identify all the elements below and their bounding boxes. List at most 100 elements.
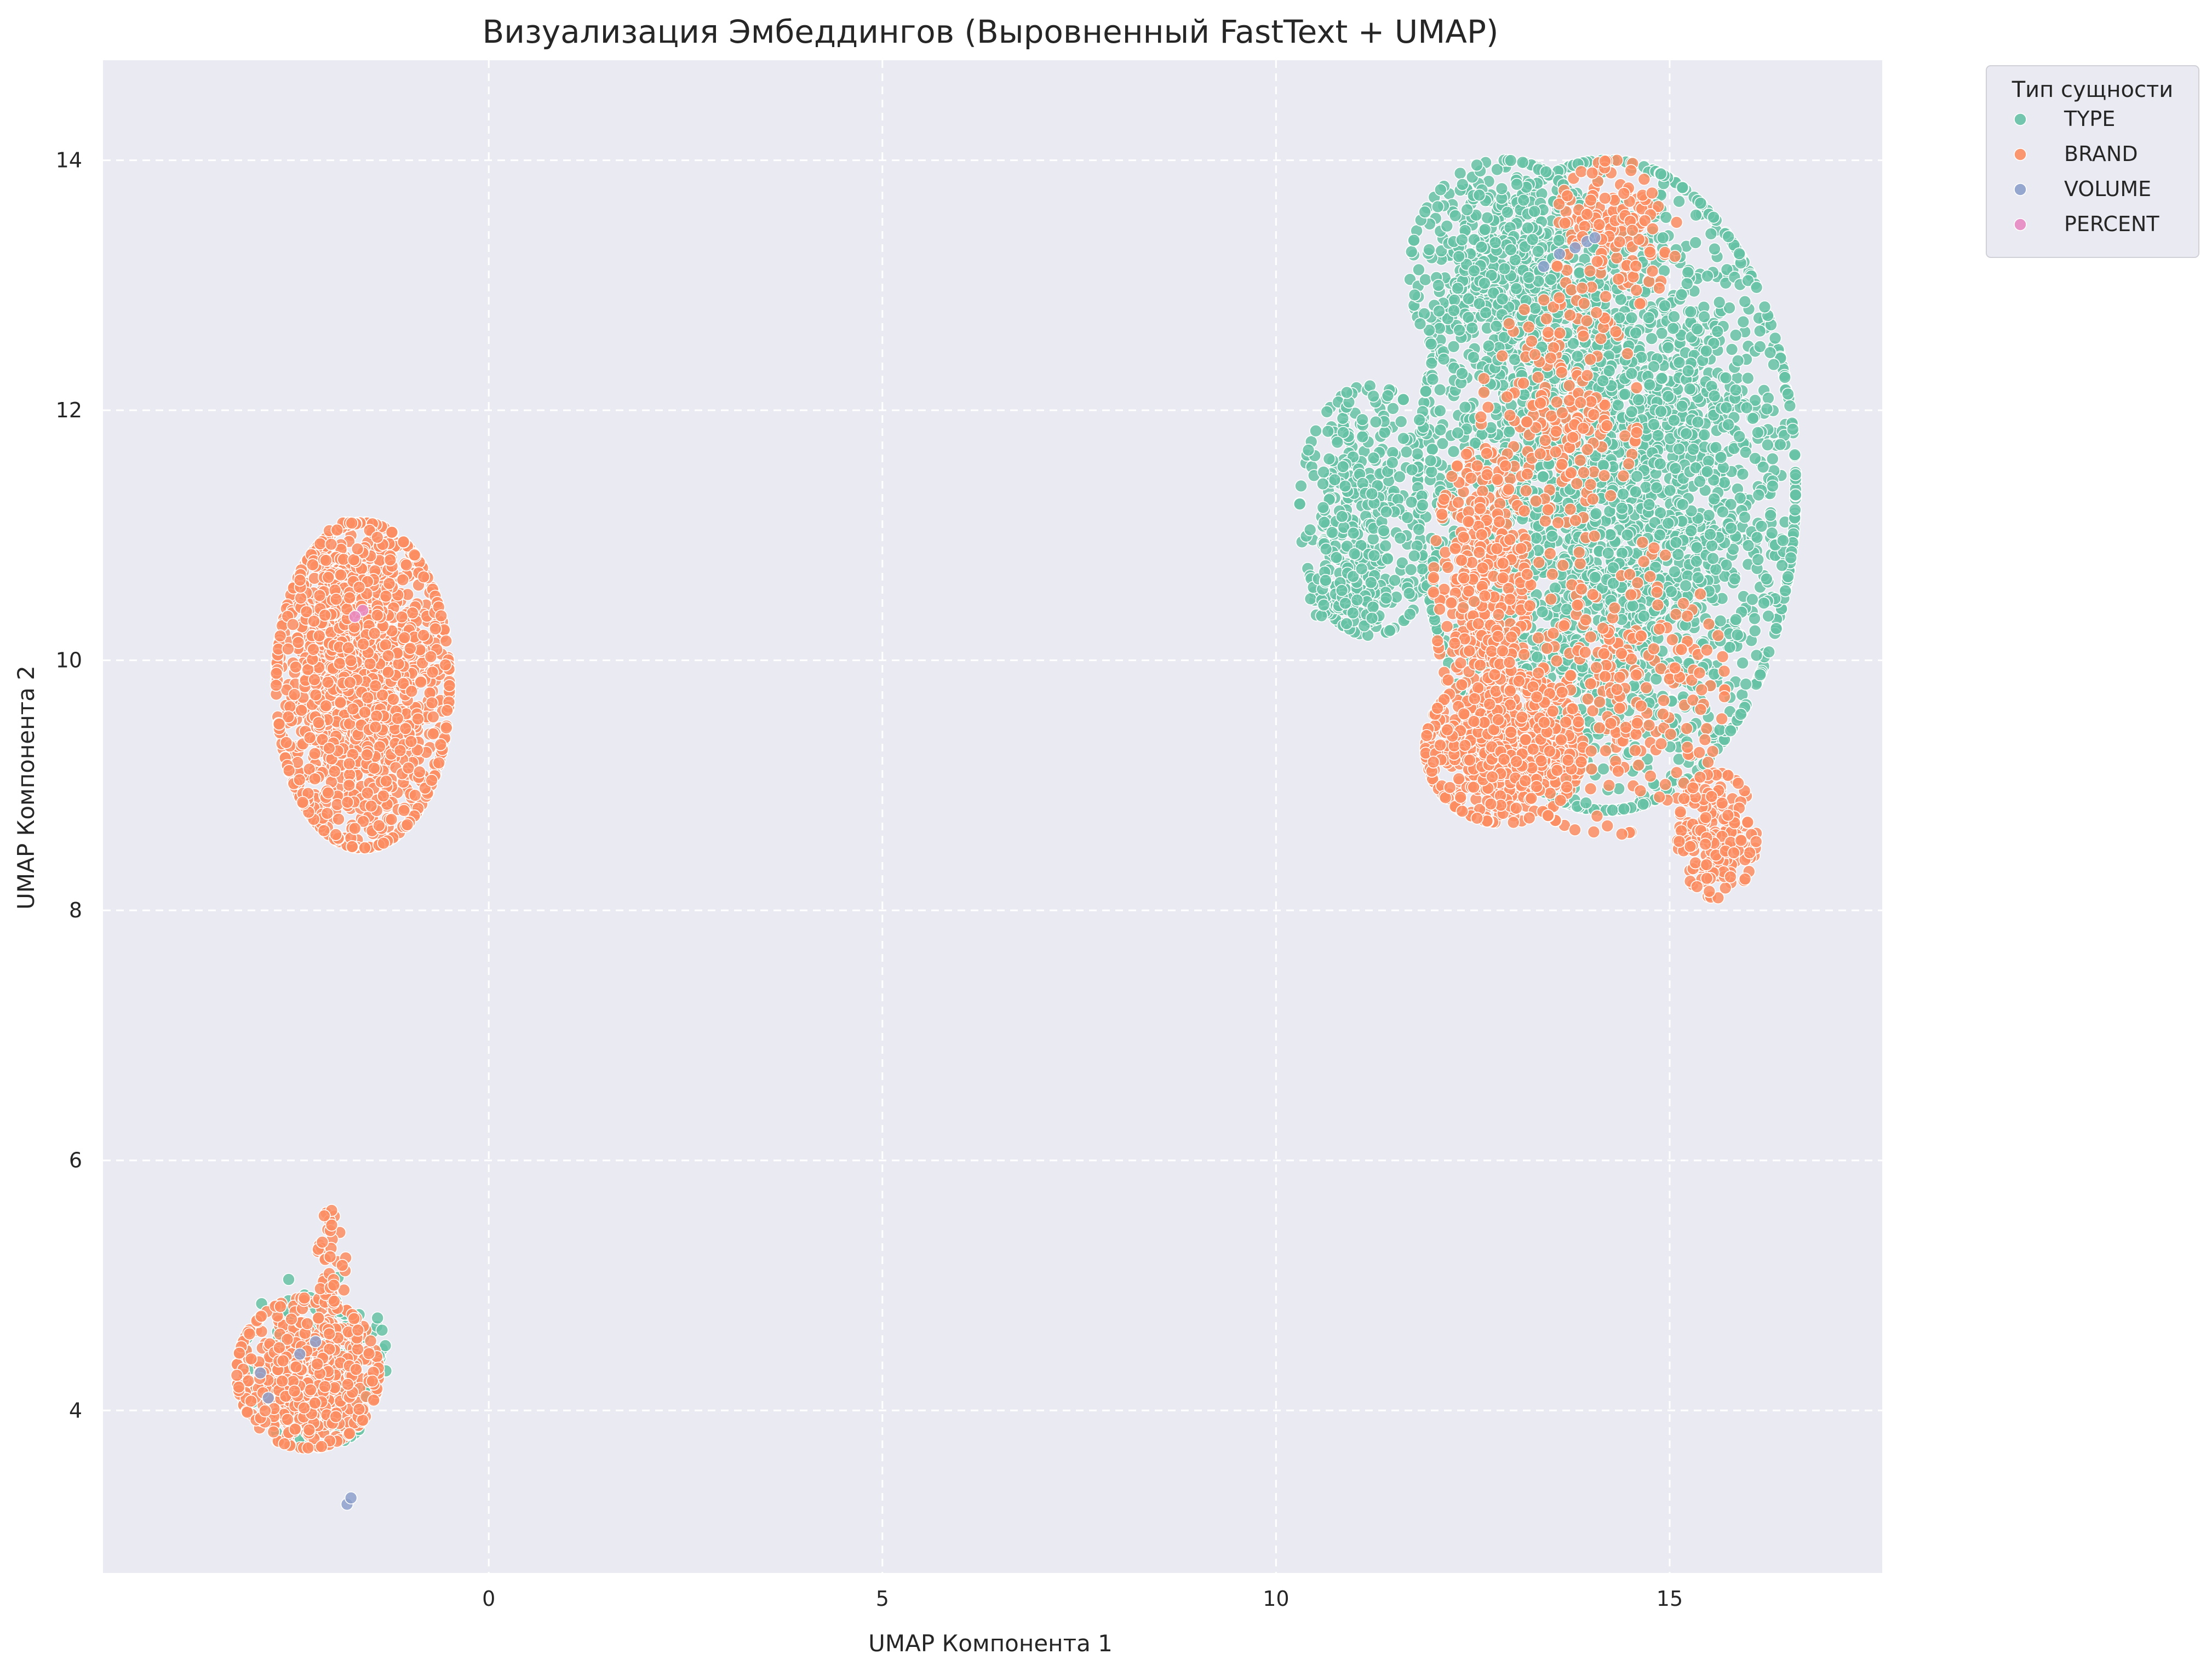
point-type	[1707, 389, 1721, 403]
point-type	[1753, 324, 1767, 338]
point-type	[1316, 477, 1330, 491]
point-type	[1393, 470, 1406, 484]
point-type	[282, 1273, 295, 1286]
point-type	[1672, 442, 1686, 456]
point-type	[1758, 300, 1772, 314]
point-type	[1789, 488, 1802, 502]
point-type	[1316, 501, 1330, 514]
point-type	[1416, 498, 1429, 512]
point-type	[1700, 344, 1713, 358]
point-type	[1690, 322, 1704, 336]
point-type	[1658, 299, 1671, 313]
point-type	[1682, 364, 1695, 377]
point-type	[1679, 579, 1692, 593]
point-type	[1729, 329, 1743, 342]
point-type	[1766, 479, 1779, 493]
point-type	[1750, 280, 1763, 294]
point-type	[1365, 576, 1378, 589]
point-type	[1413, 413, 1426, 427]
point-type	[1467, 351, 1480, 364]
point-type	[1331, 435, 1344, 449]
point-type	[1705, 539, 1718, 553]
point-type	[1402, 587, 1416, 600]
point-type	[1789, 468, 1802, 481]
point-type	[1588, 571, 1602, 584]
point-type	[1750, 648, 1763, 662]
point-type	[1661, 516, 1675, 530]
point-type	[1432, 305, 1446, 318]
point-type	[1419, 273, 1432, 286]
point-type	[1788, 448, 1802, 462]
point-type	[1407, 549, 1421, 562]
point-type	[1394, 531, 1407, 545]
point-type	[1738, 295, 1752, 308]
point-type	[1704, 227, 1718, 240]
point-type	[1740, 401, 1753, 415]
point-type	[1731, 354, 1745, 367]
point-type	[1645, 332, 1658, 346]
point-type	[1643, 378, 1657, 392]
point-type	[1336, 412, 1350, 425]
point-type	[1625, 311, 1638, 325]
point-type	[1675, 288, 1688, 301]
point-type	[1433, 383, 1447, 397]
point-type	[1708, 242, 1721, 256]
point-type	[1369, 415, 1383, 429]
point-type	[1707, 492, 1721, 506]
point-type	[1653, 528, 1666, 542]
point-type	[1381, 552, 1394, 566]
point-type	[1777, 534, 1790, 547]
point-type	[1698, 310, 1711, 324]
point-type	[1367, 389, 1380, 403]
point-type	[1597, 762, 1610, 776]
point-type	[1629, 485, 1642, 498]
point-type	[1503, 425, 1516, 439]
point-type	[1386, 456, 1399, 469]
point-type	[1367, 532, 1380, 545]
point-type	[1636, 797, 1650, 811]
point-type	[1447, 445, 1460, 458]
point-type	[1431, 200, 1445, 214]
point-type	[1762, 392, 1775, 405]
point-type	[1779, 584, 1792, 598]
point-type	[1789, 503, 1802, 516]
point-type	[1504, 154, 1517, 167]
point-type	[1539, 165, 1553, 179]
point-type	[1781, 570, 1795, 583]
point-type	[1504, 243, 1517, 256]
point-type	[1303, 523, 1317, 537]
point-type	[1405, 495, 1418, 509]
point-type	[1637, 610, 1651, 623]
point-type	[1728, 572, 1741, 585]
point-type	[1434, 183, 1447, 197]
point-type	[1698, 428, 1711, 441]
point-type	[1405, 463, 1419, 476]
point-type	[1394, 415, 1408, 428]
point-type	[1416, 562, 1429, 576]
point-type	[1340, 386, 1354, 399]
point-type	[1317, 515, 1331, 529]
point-type	[1451, 282, 1464, 295]
point-type	[1632, 393, 1645, 406]
point-type	[1702, 509, 1716, 522]
point-type	[1529, 531, 1543, 545]
point-type	[1348, 547, 1361, 560]
point-type	[1407, 233, 1420, 247]
point-type	[1760, 572, 1773, 585]
point-type	[1755, 520, 1768, 533]
point-type	[1692, 571, 1705, 584]
point-type	[1501, 205, 1514, 219]
point-type	[1346, 526, 1360, 540]
point-type	[1716, 505, 1729, 519]
point-type	[1751, 553, 1765, 566]
point-type	[1453, 323, 1466, 337]
point-type	[1589, 507, 1603, 520]
point-type	[1571, 349, 1584, 363]
point-type	[1733, 430, 1746, 443]
point-type	[1730, 628, 1744, 641]
point-type	[1618, 387, 1631, 401]
point-type	[1689, 208, 1703, 222]
point-type	[1774, 438, 1787, 451]
point-type	[1680, 277, 1694, 290]
